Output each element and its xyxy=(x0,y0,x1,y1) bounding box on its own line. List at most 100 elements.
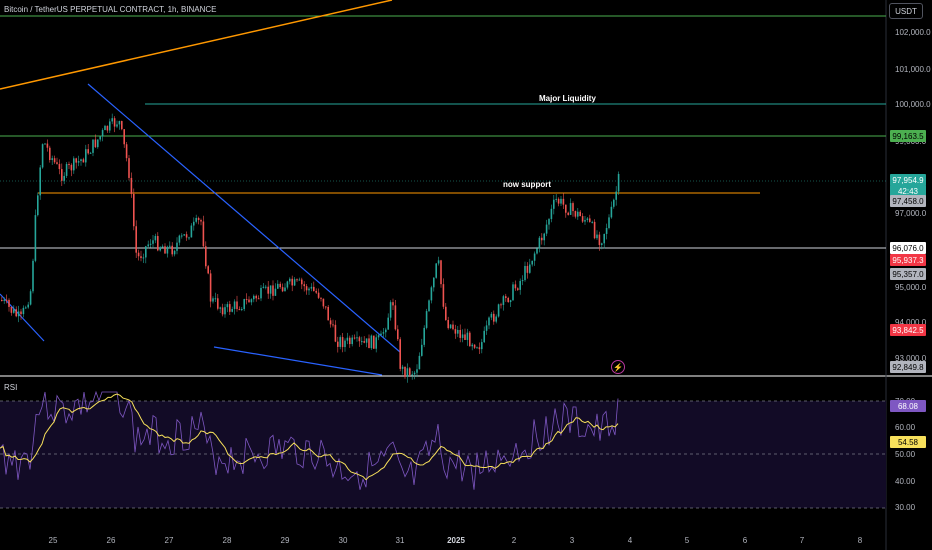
candle-body xyxy=(77,161,80,163)
major-liquidity-label: Major Liquidity xyxy=(539,94,596,103)
candle-body xyxy=(58,163,61,170)
candle-body xyxy=(466,332,469,340)
candle-body xyxy=(565,204,567,213)
blue-trendline-upper xyxy=(87,83,401,353)
price-tick: 101,000.0 xyxy=(895,65,931,74)
candle-body xyxy=(572,203,574,212)
candle-body xyxy=(301,279,303,285)
candle-body xyxy=(329,320,332,325)
candle-body xyxy=(555,198,557,200)
candle-body xyxy=(205,246,207,267)
candle-body xyxy=(449,324,452,329)
candlesticks xyxy=(1,113,620,383)
candle-body xyxy=(488,317,490,326)
candle-body xyxy=(5,299,8,301)
candle-body xyxy=(257,298,260,300)
candle-body xyxy=(344,340,346,348)
candle-body xyxy=(447,320,449,329)
candle-body xyxy=(99,136,101,140)
candle-body xyxy=(363,341,365,343)
candle-body xyxy=(238,309,241,311)
candle-body xyxy=(104,125,106,131)
candle-body xyxy=(289,278,291,282)
candle-body xyxy=(94,139,97,148)
candle-body xyxy=(140,256,142,259)
candle-body xyxy=(358,337,361,342)
candle-body xyxy=(361,341,363,343)
candle-body xyxy=(22,307,25,315)
time-tick-year: 2025 xyxy=(447,536,465,545)
candle-body xyxy=(293,279,296,286)
candle-body xyxy=(207,266,209,274)
time-tick: 29 xyxy=(280,536,290,545)
candle-body xyxy=(51,158,53,160)
candle-body xyxy=(500,304,502,306)
candle-body xyxy=(296,279,298,281)
time-tick: 6 xyxy=(742,536,748,545)
candle-body xyxy=(332,324,334,326)
rsi-tick: 30.00 xyxy=(895,503,916,512)
lightning-icon[interactable]: ⚡ xyxy=(611,360,625,374)
candle-body xyxy=(605,228,608,234)
candle-body xyxy=(39,167,41,196)
candle-body xyxy=(262,286,265,288)
candle-body xyxy=(89,152,92,154)
candle-body xyxy=(253,295,255,300)
currency-button[interactable]: USDT xyxy=(889,3,923,19)
candle-body xyxy=(397,329,399,340)
candle-body xyxy=(411,374,413,376)
rsi-plot xyxy=(0,390,619,490)
candle-body xyxy=(154,236,157,241)
candle-body xyxy=(44,143,46,145)
rsi-tick: 50.00 xyxy=(895,450,916,459)
candle-body xyxy=(181,235,183,237)
now-support-label: now support xyxy=(503,180,551,189)
candle-body xyxy=(56,162,58,164)
candle-body xyxy=(596,234,598,239)
candle-body xyxy=(190,225,193,238)
candle-body xyxy=(214,298,217,300)
time-tick: 30 xyxy=(338,536,348,545)
candle-body xyxy=(389,302,392,318)
candle-body xyxy=(440,260,442,285)
candle-body xyxy=(483,330,485,343)
candle-body xyxy=(464,334,466,340)
candle-body xyxy=(392,302,394,306)
candle-body xyxy=(608,217,610,229)
red-badge-95937: 95,937.3 xyxy=(890,254,926,266)
candle-body xyxy=(430,287,433,301)
candle-body xyxy=(65,163,68,176)
candle-body xyxy=(159,247,161,251)
candle-body xyxy=(401,366,404,369)
candle-body xyxy=(147,244,149,247)
candle-body xyxy=(514,284,517,289)
candle-body xyxy=(610,206,613,218)
blue-trendline-left xyxy=(0,293,45,342)
rsi-line xyxy=(0,390,619,490)
blue-trendline-lower xyxy=(213,346,383,376)
candle-body xyxy=(183,234,185,236)
candle-body xyxy=(116,124,118,127)
candle-body xyxy=(442,284,445,307)
candle-body xyxy=(13,309,15,313)
candle-body xyxy=(212,298,214,302)
candle-body xyxy=(601,243,603,245)
candle-body xyxy=(41,144,44,168)
candle-body xyxy=(457,329,459,334)
candle-body xyxy=(101,130,104,137)
candle-body xyxy=(337,341,339,347)
candle-body xyxy=(339,337,341,347)
candle-body xyxy=(519,280,521,290)
candle-body xyxy=(250,299,253,303)
candle-body xyxy=(277,283,279,289)
candle-body xyxy=(615,191,617,200)
candle-body xyxy=(541,237,543,241)
time-tick: 28 xyxy=(222,536,232,545)
level-badge-96: 96,076.0 xyxy=(890,242,926,254)
candle-body xyxy=(526,265,529,273)
candle-body xyxy=(34,215,37,261)
time-tick: 27 xyxy=(164,536,174,545)
candle-body xyxy=(574,211,577,217)
candle-body xyxy=(428,300,430,312)
